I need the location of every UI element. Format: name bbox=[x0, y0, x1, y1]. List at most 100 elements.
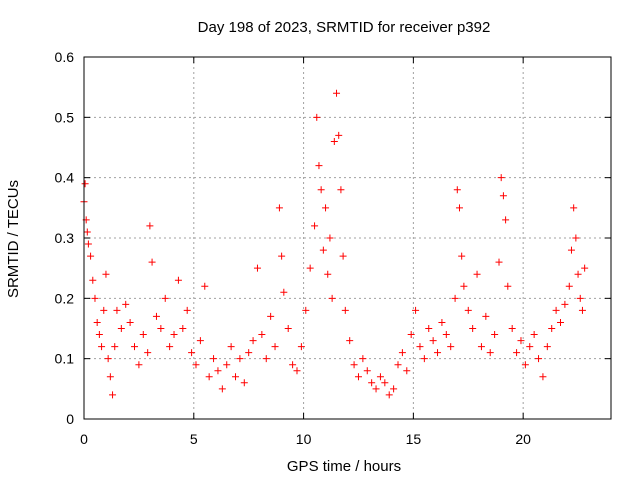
y-tick-label: 0.1 bbox=[55, 351, 75, 367]
data-point bbox=[275, 204, 283, 212]
data-point bbox=[574, 270, 582, 278]
data-point bbox=[543, 343, 551, 351]
data-point bbox=[451, 294, 459, 302]
data-point bbox=[161, 294, 169, 302]
data-point bbox=[271, 343, 279, 351]
data-point bbox=[117, 325, 125, 332]
data-point bbox=[359, 355, 367, 363]
data-point bbox=[302, 306, 310, 314]
data-point bbox=[326, 234, 334, 242]
data-point bbox=[398, 349, 406, 357]
data-point bbox=[504, 282, 512, 290]
data-point bbox=[102, 270, 110, 278]
data-point bbox=[232, 373, 240, 381]
data-point bbox=[146, 222, 154, 230]
data-point bbox=[337, 186, 345, 194]
data-point bbox=[83, 228, 91, 236]
data-point bbox=[561, 300, 569, 308]
data-point bbox=[530, 331, 538, 339]
data-point bbox=[390, 385, 398, 393]
data-point bbox=[324, 270, 332, 278]
x-tick-label: 5 bbox=[190, 431, 198, 447]
x-tick-label: 20 bbox=[515, 431, 531, 447]
data-point bbox=[262, 355, 270, 363]
data-point bbox=[376, 373, 384, 381]
data-point bbox=[434, 349, 442, 357]
data-point bbox=[81, 180, 89, 188]
y-tick-label: 0.5 bbox=[55, 109, 75, 125]
data-point bbox=[293, 367, 301, 375]
x-tick-label: 10 bbox=[296, 431, 312, 447]
data-point bbox=[535, 355, 543, 363]
data-point bbox=[333, 89, 341, 97]
data-point bbox=[539, 373, 547, 381]
grid-lines bbox=[84, 57, 611, 419]
data-point bbox=[152, 312, 160, 320]
data-point bbox=[131, 343, 139, 351]
data-point bbox=[267, 312, 275, 320]
data-point bbox=[192, 361, 200, 369]
data-point bbox=[339, 252, 347, 260]
data-point bbox=[368, 379, 376, 387]
data-point bbox=[429, 337, 437, 345]
data-point bbox=[572, 234, 580, 242]
data-point bbox=[460, 282, 468, 290]
data-point bbox=[464, 306, 472, 314]
data-point bbox=[363, 367, 371, 375]
data-point bbox=[170, 331, 178, 339]
data-point bbox=[552, 306, 560, 314]
data-point bbox=[425, 325, 433, 332]
data-point bbox=[93, 318, 101, 326]
data-point bbox=[139, 331, 147, 339]
y-axis-title: SRMTID / TECUs bbox=[5, 180, 22, 298]
data-point bbox=[508, 325, 516, 332]
data-point bbox=[87, 252, 95, 260]
data-point bbox=[477, 343, 485, 351]
data-point bbox=[447, 343, 455, 351]
data-point bbox=[513, 349, 521, 357]
data-point bbox=[106, 373, 114, 381]
data-point bbox=[240, 379, 248, 387]
data-point bbox=[95, 331, 103, 339]
data-point bbox=[227, 343, 235, 351]
data-point bbox=[319, 246, 327, 254]
data-point bbox=[249, 337, 257, 345]
data-point bbox=[497, 174, 505, 182]
x-tick-label: 0 bbox=[80, 431, 88, 447]
data-point bbox=[455, 204, 463, 212]
data-point bbox=[570, 204, 578, 212]
data-point bbox=[420, 355, 428, 363]
data-point bbox=[578, 306, 586, 314]
data-point bbox=[148, 258, 156, 266]
data-point bbox=[313, 113, 321, 121]
data-point bbox=[183, 306, 191, 314]
x-axis-title: GPS time / hours bbox=[287, 458, 401, 475]
data-point bbox=[223, 361, 231, 369]
data-point bbox=[381, 379, 389, 387]
data-point bbox=[350, 361, 358, 369]
data-point bbox=[407, 331, 415, 339]
y-tick-label: 0 bbox=[66, 411, 74, 427]
data-point bbox=[205, 373, 213, 381]
data-point bbox=[126, 318, 134, 326]
data-point bbox=[354, 373, 362, 381]
data-point bbox=[526, 343, 534, 351]
data-point bbox=[372, 385, 380, 393]
data-point bbox=[315, 162, 323, 170]
data-point bbox=[403, 367, 411, 375]
data-point bbox=[473, 270, 481, 278]
data-point bbox=[122, 300, 130, 308]
data-point bbox=[135, 361, 143, 369]
chart-title: Day 198 of 2023, SRMTID for receiver p39… bbox=[198, 19, 491, 36]
data-point bbox=[394, 361, 402, 369]
data-point bbox=[495, 258, 503, 266]
data-point bbox=[499, 192, 507, 200]
data-point bbox=[556, 318, 564, 326]
data-point bbox=[502, 216, 510, 224]
data-point bbox=[341, 306, 349, 314]
data-point bbox=[278, 252, 286, 260]
data-point bbox=[346, 337, 354, 345]
data-point bbox=[245, 349, 253, 357]
data-point bbox=[330, 137, 338, 145]
